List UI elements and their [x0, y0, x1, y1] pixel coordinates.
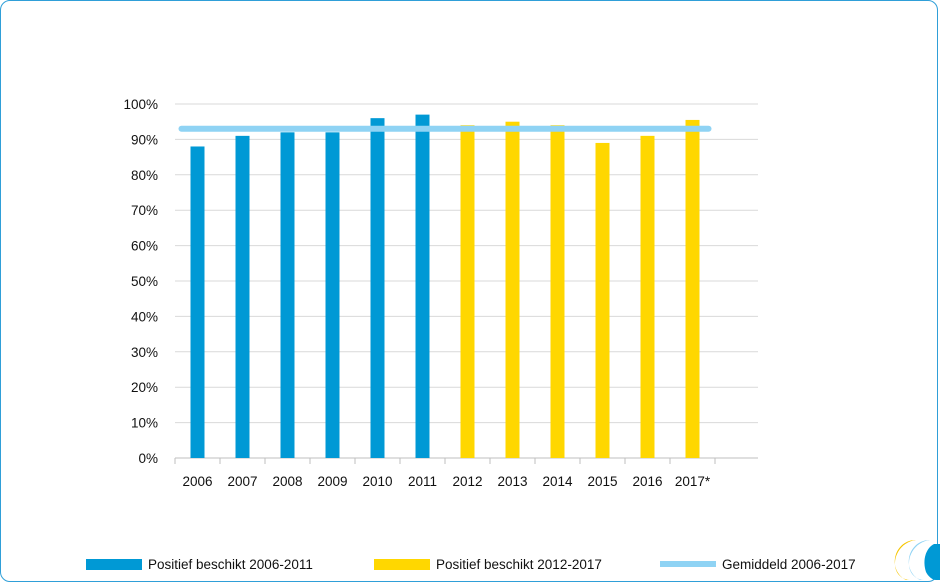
- bar-series-2: [460, 125, 475, 459]
- x-tick-label: 2007: [227, 474, 257, 489]
- x-tick-label: 2012: [452, 474, 482, 489]
- x-tick-label: 2017*: [675, 474, 711, 489]
- bar-series-2: [550, 125, 565, 459]
- bar-series-1: [190, 146, 205, 459]
- x-tick-label: 2013: [497, 474, 527, 489]
- bars: [190, 114, 700, 459]
- bar-series-1: [415, 114, 430, 459]
- x-tick-label: 2016: [632, 474, 662, 489]
- bar-series-2: [505, 121, 520, 458]
- y-tick-label: 60%: [131, 239, 158, 254]
- legend-swatch-average: [660, 561, 716, 567]
- y-tick-label: 70%: [131, 203, 158, 218]
- y-tick-label: 90%: [131, 132, 158, 147]
- x-tick-label: 2014: [542, 474, 573, 489]
- y-tick-label: 50%: [131, 274, 158, 289]
- legend-item-series-1: Positief beschikt 2006-2011: [86, 552, 313, 576]
- y-tick-label: 30%: [131, 345, 158, 360]
- x-tick-label: 2010: [362, 474, 392, 489]
- bar-series-2: [685, 119, 700, 459]
- x-tick-label: 2008: [272, 474, 302, 489]
- bar-series-1: [325, 132, 340, 458]
- y-tick-label: 100%: [123, 97, 158, 112]
- legend: Positief beschikt 2006-2011 Positief bes…: [0, 552, 940, 576]
- bar-series-2: [595, 142, 610, 458]
- bar-series-2: [640, 135, 655, 459]
- legend-swatch-series-1: [86, 558, 142, 570]
- y-tick-label: 80%: [131, 168, 158, 183]
- x-axis-ticks: 2006 2007 2008 2009 2010 2011 2012 2013 2014 2015…: [182, 474, 710, 489]
- legend-item-series-2: Positief beschikt 2012-2017: [374, 552, 602, 576]
- y-tick-label: 10%: [131, 416, 158, 431]
- stylized-double-c-logo-icon: [894, 540, 940, 580]
- y-axis-ticks: 0% 10% 20% 30% 40% 50% 60% 70% 80% 90% 100%: [123, 97, 158, 466]
- legend-swatch-series-2: [374, 558, 430, 570]
- y-tick-label: 40%: [131, 309, 158, 324]
- bar-series-1: [235, 135, 250, 459]
- legend-label-average: Gemiddeld 2006-2017: [722, 556, 856, 572]
- x-tick-label: 2015: [587, 474, 617, 489]
- x-tick-label: 2006: [182, 474, 212, 489]
- y-tick-label: 20%: [131, 380, 158, 395]
- legend-item-average: Gemiddeld 2006-2017: [660, 552, 856, 576]
- bar-series-1: [280, 132, 295, 458]
- bar-series-1: [370, 118, 385, 458]
- y-tick-label: 0%: [138, 451, 158, 466]
- legend-label-series-2: Positief beschikt 2012-2017: [436, 556, 602, 572]
- x-tick-label: 2011: [408, 474, 437, 489]
- legend-label-series-1: Positief beschikt 2006-2011: [148, 556, 313, 572]
- x-tick-label: 2009: [317, 474, 347, 489]
